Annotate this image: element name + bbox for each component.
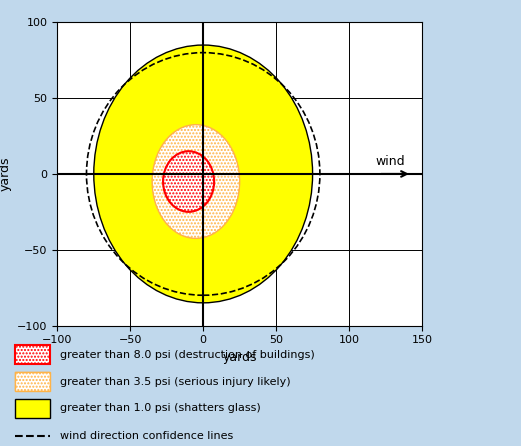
Text: wind direction confidence lines: wind direction confidence lines	[60, 431, 233, 441]
Bar	[15, 372, 50, 391]
Text: greater than 3.5 psi (serious injury likely): greater than 3.5 psi (serious injury lik…	[60, 376, 291, 387]
Text: greater than 1.0 psi (shatters glass): greater than 1.0 psi (shatters glass)	[60, 403, 260, 413]
Ellipse shape	[152, 124, 240, 238]
Text: greater than 8.0 psi (destruction of buildings): greater than 8.0 psi (destruction of bui…	[60, 350, 315, 360]
Bar	[15, 399, 50, 418]
Ellipse shape	[163, 151, 214, 212]
Bar	[15, 345, 50, 364]
X-axis label: yards: yards	[222, 351, 257, 364]
Ellipse shape	[94, 45, 313, 303]
Text: wind: wind	[375, 155, 405, 168]
Y-axis label: yards: yards	[0, 157, 11, 191]
Bar	[15, 372, 50, 391]
Bar	[15, 345, 50, 364]
